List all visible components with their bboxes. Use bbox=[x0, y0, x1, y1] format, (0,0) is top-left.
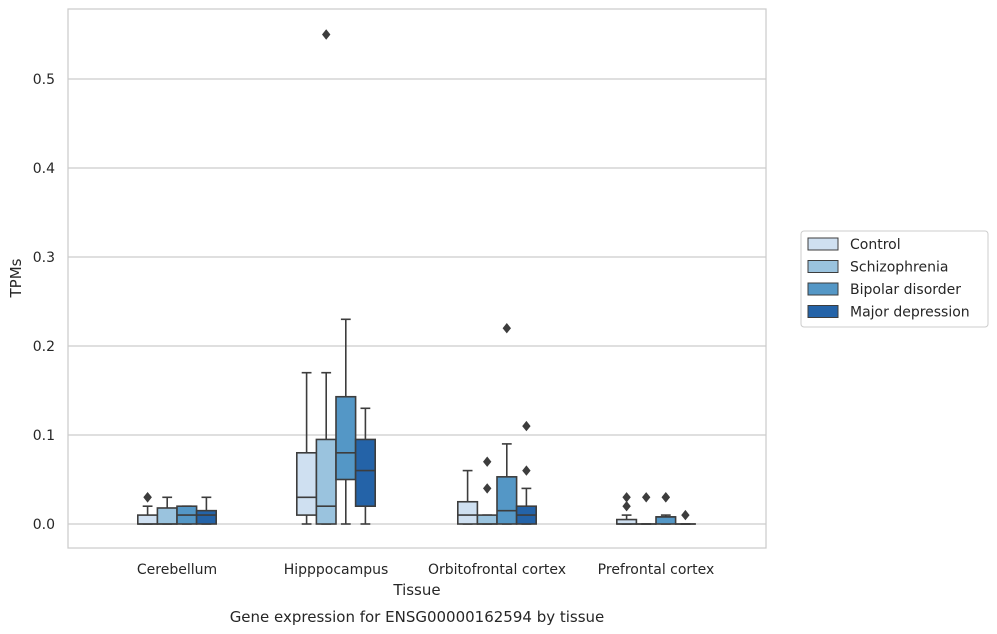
box-iqr bbox=[456, 500, 479, 525]
box-group bbox=[176, 505, 198, 525]
box-iqr bbox=[496, 476, 518, 525]
outlier-point bbox=[622, 492, 631, 503]
box-group bbox=[295, 371, 318, 525]
legend-label: Major depression bbox=[850, 305, 970, 321]
x-tick-label: Prefrontal cortex bbox=[598, 562, 715, 578]
box-group bbox=[195, 496, 218, 525]
outlier-point bbox=[622, 501, 631, 512]
y-tick-labels: 0.0 0.1 0.2 0.3 0.4 0.5 bbox=[33, 72, 55, 533]
legend-label: Bipolar disorder bbox=[850, 282, 961, 298]
x-tick-label: Cerebellum bbox=[137, 562, 217, 578]
outlier-point bbox=[681, 509, 690, 521]
y-axis-label: TPMs bbox=[7, 258, 25, 298]
box-group bbox=[354, 407, 377, 525]
box-iqr bbox=[315, 438, 337, 525]
x-tick-label: Orbitofrontal cortex bbox=[428, 562, 566, 578]
x-axis-label: Tissue bbox=[392, 581, 440, 599]
box-group bbox=[156, 496, 178, 525]
legend: Control Schizophrenia Bipolar disorder Majo… bbox=[800, 230, 989, 328]
legend-label: Control bbox=[850, 237, 901, 253]
box-group bbox=[615, 492, 638, 525]
box-iqr bbox=[295, 451, 318, 516]
outlier-point bbox=[322, 29, 331, 40]
box-group bbox=[476, 456, 498, 525]
legend-label: Schizophrenia bbox=[850, 260, 948, 276]
x-tick-labels: Cerebellum Hipppocampus Orbitofrontal cort… bbox=[137, 562, 714, 578]
y-tick-label: 0.4 bbox=[33, 161, 55, 177]
box-group bbox=[315, 29, 337, 525]
legend-frame bbox=[800, 230, 989, 328]
box-iqr bbox=[354, 438, 377, 508]
boxes bbox=[137, 29, 696, 525]
y-tick-label: 0.0 bbox=[33, 517, 55, 533]
outlier-point bbox=[143, 492, 152, 503]
plot-frame bbox=[67, 8, 767, 549]
box-group bbox=[496, 323, 518, 525]
legend-swatch bbox=[807, 305, 839, 318]
grid-lines bbox=[68, 78, 766, 525]
chart-caption: Gene expression for ENSG00000162594 by t… bbox=[230, 608, 605, 626]
box-iqr bbox=[655, 516, 677, 525]
box-iqr bbox=[156, 507, 178, 525]
box-iqr bbox=[195, 509, 218, 525]
box-iqr bbox=[137, 514, 159, 525]
y-tick-label: 0.5 bbox=[33, 72, 55, 88]
outlier-point bbox=[522, 465, 531, 476]
box-iqr bbox=[476, 514, 498, 525]
outlier-point bbox=[483, 483, 492, 494]
y-tick-label: 0.1 bbox=[33, 428, 55, 444]
box-group bbox=[137, 492, 159, 525]
box-group bbox=[335, 318, 357, 525]
outlier-point bbox=[502, 323, 511, 334]
box-group bbox=[635, 492, 657, 525]
box-group bbox=[674, 509, 696, 525]
x-tick-label: Hipppocampus bbox=[284, 562, 389, 578]
outlier-point bbox=[661, 492, 670, 503]
outlier-point bbox=[642, 492, 651, 503]
y-tick-label: 0.3 bbox=[33, 250, 55, 266]
outlier-point bbox=[483, 456, 492, 467]
legend-swatch bbox=[807, 282, 839, 296]
legend-swatch bbox=[807, 260, 839, 273]
box-group bbox=[456, 469, 479, 525]
outlier-point bbox=[522, 420, 531, 432]
y-tick-label: 0.2 bbox=[33, 339, 55, 355]
box-group bbox=[515, 420, 537, 525]
box-group bbox=[655, 492, 677, 525]
legend-swatch bbox=[807, 237, 839, 251]
box-iqr bbox=[335, 395, 357, 481]
